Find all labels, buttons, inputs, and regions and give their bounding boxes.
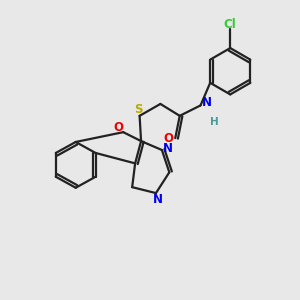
Text: N: N [202, 96, 212, 109]
Text: O: O [114, 121, 124, 134]
Text: S: S [134, 103, 142, 116]
Text: Cl: Cl [224, 18, 237, 31]
Text: H: H [209, 117, 218, 127]
Text: N: N [163, 142, 173, 155]
Text: O: O [164, 132, 174, 145]
Text: N: N [152, 193, 162, 206]
